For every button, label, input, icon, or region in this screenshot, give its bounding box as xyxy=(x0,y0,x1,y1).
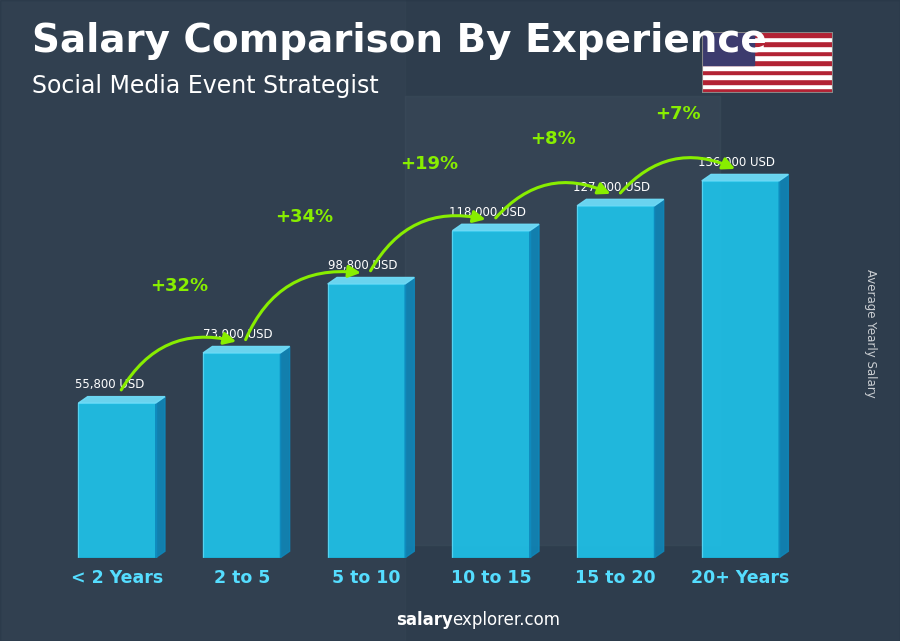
Bar xyxy=(702,32,832,37)
Polygon shape xyxy=(453,224,539,231)
Bar xyxy=(702,74,832,79)
Bar xyxy=(702,83,832,88)
Text: +7%: +7% xyxy=(655,105,701,123)
Text: 127,000 USD: 127,000 USD xyxy=(573,181,651,194)
Text: +32%: +32% xyxy=(150,277,209,295)
Text: +19%: +19% xyxy=(400,154,458,172)
Bar xyxy=(702,79,832,83)
Bar xyxy=(702,37,832,42)
Polygon shape xyxy=(405,278,414,558)
Polygon shape xyxy=(654,199,663,558)
Text: 98,800 USD: 98,800 USD xyxy=(328,260,397,272)
Polygon shape xyxy=(156,397,165,558)
Polygon shape xyxy=(530,224,539,558)
Polygon shape xyxy=(702,174,788,181)
Polygon shape xyxy=(203,353,281,558)
Bar xyxy=(702,32,754,65)
Polygon shape xyxy=(779,174,788,558)
Text: Salary Comparison By Experience: Salary Comparison By Experience xyxy=(32,22,766,60)
Polygon shape xyxy=(577,206,654,558)
Polygon shape xyxy=(78,403,156,558)
Text: 55,800 USD: 55,800 USD xyxy=(75,378,144,392)
Polygon shape xyxy=(453,231,530,558)
Bar xyxy=(702,42,832,46)
Text: 136,000 USD: 136,000 USD xyxy=(698,156,775,169)
Polygon shape xyxy=(328,284,405,558)
Text: salary: salary xyxy=(396,612,453,629)
Text: explorer.com: explorer.com xyxy=(452,612,560,629)
Bar xyxy=(702,60,832,65)
Text: 118,000 USD: 118,000 USD xyxy=(449,206,526,219)
Text: Social Media Event Strategist: Social Media Event Strategist xyxy=(32,74,378,97)
Polygon shape xyxy=(328,278,414,284)
Bar xyxy=(702,56,832,60)
Polygon shape xyxy=(281,347,290,558)
Text: +34%: +34% xyxy=(275,208,333,226)
Bar xyxy=(702,69,832,74)
Bar xyxy=(702,88,832,93)
Bar xyxy=(702,65,832,69)
Text: +8%: +8% xyxy=(531,130,576,148)
Bar xyxy=(702,46,832,51)
Polygon shape xyxy=(577,199,663,206)
Text: Average Yearly Salary: Average Yearly Salary xyxy=(865,269,878,397)
Polygon shape xyxy=(78,397,165,403)
Polygon shape xyxy=(702,181,779,558)
Text: 73,900 USD: 73,900 USD xyxy=(203,328,273,341)
Polygon shape xyxy=(203,347,290,353)
Bar xyxy=(702,51,832,56)
